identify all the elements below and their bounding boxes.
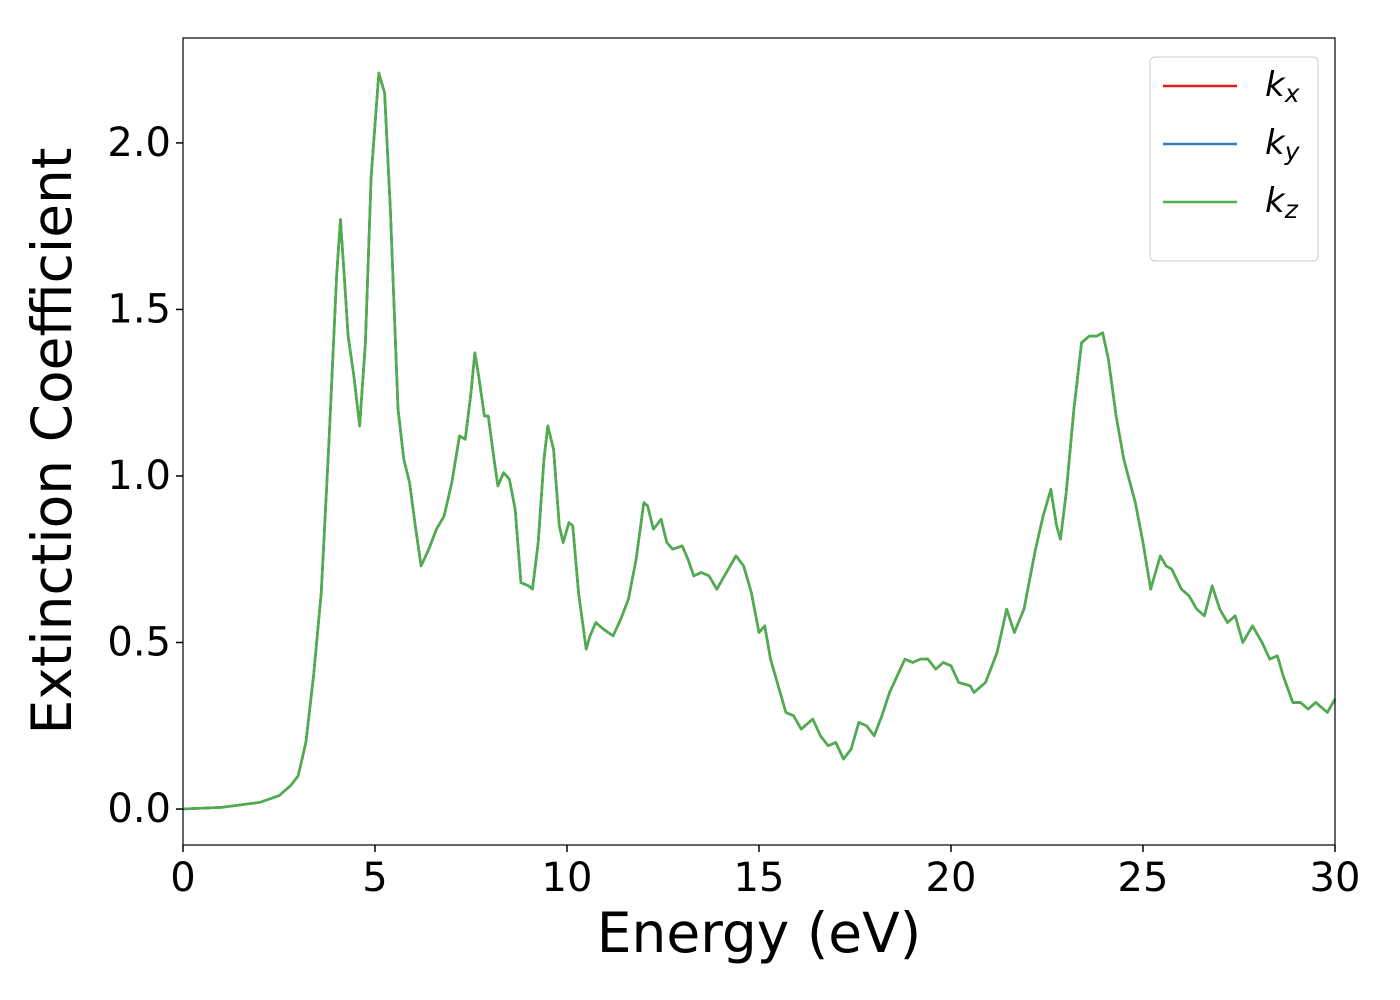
x-tick-label: 5 xyxy=(362,855,387,901)
x-tick-label: 20 xyxy=(926,855,977,901)
legend-label: kz xyxy=(1265,181,1299,225)
y-axis-label: Extinction Coefficient xyxy=(20,148,84,735)
y-tick-label: 1.5 xyxy=(107,286,171,332)
data-line xyxy=(182,71,1337,811)
x-tick-label: 15 xyxy=(734,855,785,901)
x-tick-label: 10 xyxy=(542,855,593,901)
x-tick-label: 0 xyxy=(170,855,195,901)
y-tick-label: 0.0 xyxy=(107,786,171,832)
legend-label: ky xyxy=(1265,123,1301,167)
x-axis-label: Energy (eV) xyxy=(597,901,921,965)
x-tick-label: 30 xyxy=(1310,855,1361,901)
plot-frame xyxy=(182,37,1336,846)
y-tick-label: 2.0 xyxy=(107,120,171,166)
legend-label: kx xyxy=(1265,65,1300,109)
x-tick-label: 25 xyxy=(1118,855,1169,901)
y-tick-label: 0.5 xyxy=(107,620,171,666)
legend-box xyxy=(1149,56,1319,262)
y-tick-label: 1.0 xyxy=(107,453,171,499)
